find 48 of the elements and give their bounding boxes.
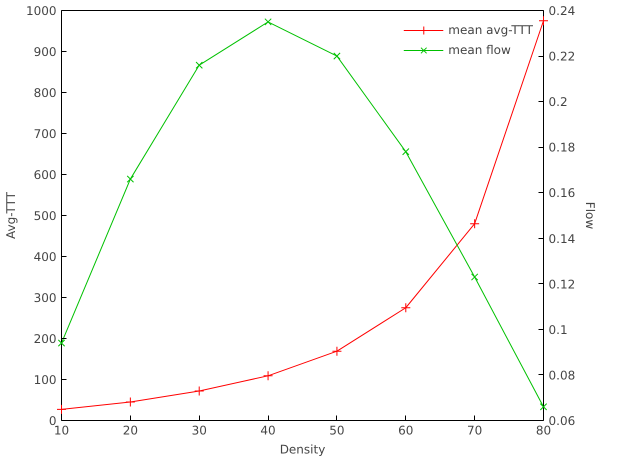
y2-tick-label: 0.18: [548, 140, 576, 155]
y2-axis-title: Flow: [583, 202, 598, 230]
legend-label: mean avg-TTT: [448, 23, 533, 37]
y2-tick-label: 0.22: [548, 50, 576, 64]
y-tick-label: 200: [34, 332, 56, 346]
point: [400, 302, 411, 313]
point: [470, 218, 480, 229]
point: [333, 52, 341, 60]
x-tick-label: 20: [122, 424, 138, 438]
point: [402, 148, 410, 156]
y-axis-title: Avg-TTT: [4, 191, 18, 240]
y-tick-label: 700: [34, 127, 56, 141]
point: [332, 346, 342, 356]
x-tick-label: 80: [536, 424, 552, 438]
y2-tick-label: 0.08: [548, 368, 576, 382]
point: [58, 339, 66, 347]
y2-tick-label: 0.06: [548, 414, 576, 428]
y-tick-label: 400: [34, 250, 56, 264]
point: [126, 175, 134, 183]
y-tick-label: 300: [34, 291, 56, 305]
point: [538, 16, 548, 26]
y2-tick-label: 0.14: [548, 232, 576, 246]
point: [125, 397, 136, 408]
y-tick-label: 1000: [26, 4, 57, 18]
point: [56, 404, 66, 414]
x-tick-label: 60: [398, 424, 414, 438]
point: [194, 386, 204, 396]
x-tick-label: 70: [467, 424, 482, 438]
point: [263, 370, 274, 381]
y-tick-label: 100: [34, 373, 56, 387]
point: [264, 18, 272, 26]
y2-tick-label: 0.12: [548, 277, 576, 292]
legend-label: mean flow: [448, 43, 511, 57]
y2-tick-label: 0.2: [548, 95, 568, 110]
y-tick-label: 900: [34, 45, 56, 59]
y-tick-label: 800: [34, 86, 56, 100]
y-tick-label: 500: [34, 209, 56, 223]
y2-tick-label: 0.1: [548, 322, 568, 337]
point: [470, 273, 478, 281]
y2-tick-label: 0.16: [548, 186, 576, 200]
x-axis-title: Density: [280, 442, 326, 456]
y2-tick-label: 0.24: [548, 4, 576, 18]
y-tick-label: 600: [34, 168, 56, 182]
point: [540, 403, 548, 411]
x-tick-label: 50: [329, 424, 345, 438]
point: [196, 61, 203, 69]
x-tick-label: 40: [260, 424, 276, 438]
x-tick-label: 30: [192, 424, 207, 438]
